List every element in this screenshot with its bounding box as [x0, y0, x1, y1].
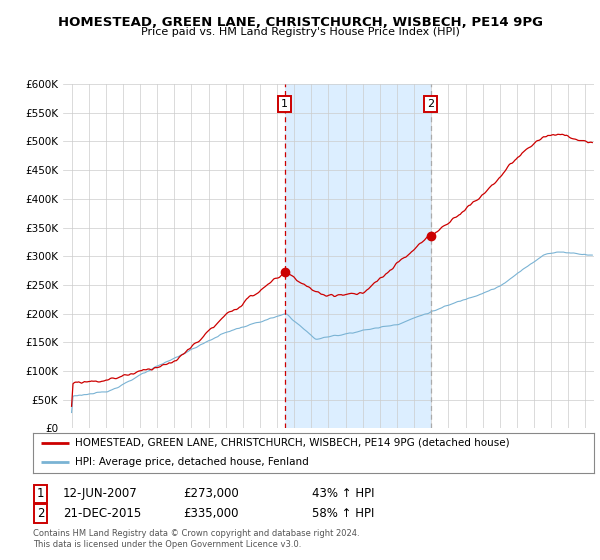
Text: HOMESTEAD, GREEN LANE, CHRISTCHURCH, WISBECH, PE14 9PG (detached house): HOMESTEAD, GREEN LANE, CHRISTCHURCH, WIS… — [75, 438, 510, 448]
Text: 21-DEC-2015: 21-DEC-2015 — [63, 507, 141, 520]
Text: 1: 1 — [281, 99, 288, 109]
Text: 2: 2 — [37, 507, 44, 520]
Text: Contains HM Land Registry data © Crown copyright and database right 2024.
This d: Contains HM Land Registry data © Crown c… — [33, 529, 359, 549]
Bar — [284, 84, 431, 428]
Text: HOMESTEAD, GREEN LANE, CHRISTCHURCH, WISBECH, PE14 9PG: HOMESTEAD, GREEN LANE, CHRISTCHURCH, WIS… — [58, 16, 542, 29]
Text: 58% ↑ HPI: 58% ↑ HPI — [312, 507, 374, 520]
Text: £335,000: £335,000 — [183, 507, 239, 520]
Text: HPI: Average price, detached house, Fenland: HPI: Average price, detached house, Fenl… — [75, 457, 309, 467]
Text: Price paid vs. HM Land Registry's House Price Index (HPI): Price paid vs. HM Land Registry's House … — [140, 27, 460, 37]
Text: £273,000: £273,000 — [183, 487, 239, 501]
Text: 1: 1 — [37, 487, 44, 501]
Text: 2: 2 — [427, 99, 434, 109]
Text: 12-JUN-2007: 12-JUN-2007 — [63, 487, 138, 501]
Text: 43% ↑ HPI: 43% ↑ HPI — [312, 487, 374, 501]
